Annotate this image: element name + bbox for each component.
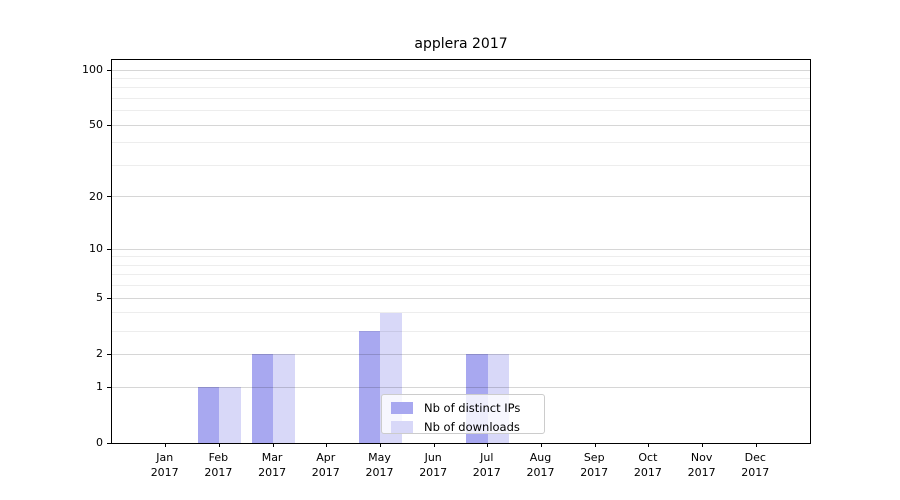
major-gridline — [112, 196, 810, 198]
legend-label-distinct-ips: Nb of distinct IPs — [424, 400, 521, 415]
x-tick-label-year: 2017 — [741, 466, 770, 479]
x-tick-label-year: 2017 — [580, 466, 609, 479]
x-tick-label-month: Nov — [690, 451, 713, 464]
legend-swatch-downloads — [391, 420, 413, 433]
y-tick — [107, 69, 112, 71]
major-gridline — [112, 69, 810, 71]
minor-gridline — [112, 312, 810, 314]
x-tick-label-year: 2017 — [311, 466, 340, 479]
y-tick-label: 100 — [82, 63, 103, 76]
bar-feb-distinct-ips — [197, 387, 220, 443]
x-tick-label-year: 2017 — [150, 466, 179, 479]
minor-gridline — [112, 98, 810, 99]
x-tick-label: Jul 2017 — [459, 450, 515, 480]
minor-gridline — [112, 330, 810, 332]
legend-swatch-distinct-ips — [391, 401, 413, 414]
minor-gridline — [112, 256, 810, 258]
x-tick-label-month: Sep — [583, 451, 605, 464]
minor-gridline — [112, 264, 810, 266]
x-tick-label-month: May — [368, 451, 391, 464]
major-gridline — [112, 353, 810, 355]
x-tick — [326, 443, 328, 447]
y-tick — [107, 196, 112, 198]
x-tick — [487, 443, 489, 447]
y-tick — [107, 442, 112, 444]
x-tick — [380, 443, 381, 447]
x-tick-label-month: Dec — [744, 451, 766, 464]
x-tick — [541, 443, 542, 447]
y-tick-label: 5 — [96, 291, 103, 305]
x-tick-label-month: Feb — [208, 451, 229, 464]
y-tick — [107, 297, 112, 299]
minor-gridline — [112, 142, 810, 144]
major-gridline — [112, 248, 810, 250]
y-tick-label: 0 — [96, 436, 103, 449]
x-tick-label: Nov 2017 — [674, 450, 730, 480]
x-tick-label-year: 2017 — [633, 466, 662, 479]
y-tick-label: 50 — [89, 118, 103, 132]
y-tick-label: 20 — [89, 189, 103, 203]
x-tick-label: Mar 2017 — [244, 450, 300, 480]
minor-gridline — [112, 77, 810, 79]
x-tick-label-year: 2017 — [687, 466, 716, 479]
x-tick-label: Feb 2017 — [190, 450, 246, 480]
x-tick — [594, 443, 596, 447]
x-tick-label-year: 2017 — [526, 466, 555, 479]
y-tick-label: 10 — [89, 242, 103, 256]
x-tick — [165, 443, 167, 447]
x-tick-label: Aug 2017 — [513, 450, 569, 480]
bar-mar-downloads — [273, 354, 295, 443]
x-tick-label-year: 2017 — [258, 466, 287, 479]
x-tick-label: Oct 2017 — [620, 450, 676, 480]
x-tick-label: Dec 2017 — [727, 450, 783, 480]
minor-gridline — [112, 165, 810, 166]
y-tick-label: 2 — [96, 347, 103, 361]
minor-gridline — [112, 87, 810, 89]
x-tick-label-month: Oct — [638, 451, 658, 464]
x-tick — [218, 443, 220, 447]
x-tick — [648, 443, 650, 447]
x-tick-label-month: Mar — [261, 451, 283, 464]
x-tick-label: Jan 2017 — [137, 450, 193, 480]
x-tick-label-month: Aug — [529, 451, 552, 464]
x-tick — [433, 443, 435, 447]
x-tick-label-month: Jul — [480, 451, 494, 464]
bar-may-distinct-ips — [358, 331, 381, 443]
y-tick — [107, 248, 112, 250]
x-tick-label-year: 2017 — [419, 466, 448, 479]
x-tick-label: Jun 2017 — [405, 450, 461, 480]
y-tick-label: 1 — [96, 380, 103, 393]
x-tick-label-month: Jun — [424, 451, 442, 464]
legend: Nb of distinct IPs Nb of downloads — [381, 394, 545, 434]
legend-row: Nb of downloads — [391, 419, 544, 434]
major-gridline — [112, 297, 810, 299]
plot-area — [107, 59, 811, 447]
x-tick-label: May 2017 — [352, 450, 408, 480]
x-tick-label-year: 2017 — [472, 466, 501, 479]
minor-gridline — [112, 274, 810, 276]
x-tick — [702, 443, 704, 447]
bar-feb-downloads — [219, 387, 241, 443]
y-tick — [107, 386, 112, 388]
y-tick — [107, 124, 112, 126]
legend-row: Nb of distinct IPs — [391, 400, 544, 415]
x-tick-label-month: Jan — [156, 451, 174, 464]
x-tick-label: Apr 2017 — [298, 450, 354, 480]
x-tick — [755, 443, 757, 447]
x-tick — [272, 443, 274, 447]
legend-label-downloads: Nb of downloads — [424, 419, 520, 434]
major-gridline — [112, 124, 810, 126]
major-gridline — [112, 386, 810, 388]
x-tick-label-year: 2017 — [365, 466, 394, 479]
y-tick — [107, 353, 112, 355]
minor-gridline — [112, 110, 810, 112]
minor-gridline — [112, 285, 810, 287]
x-tick-label-year: 2017 — [204, 466, 233, 479]
x-tick-label: Sep 2017 — [566, 450, 622, 480]
chart-title: applera 2017 — [414, 36, 508, 52]
bar-mar-distinct-ips — [251, 354, 274, 443]
x-tick-label-month: Apr — [316, 451, 336, 464]
